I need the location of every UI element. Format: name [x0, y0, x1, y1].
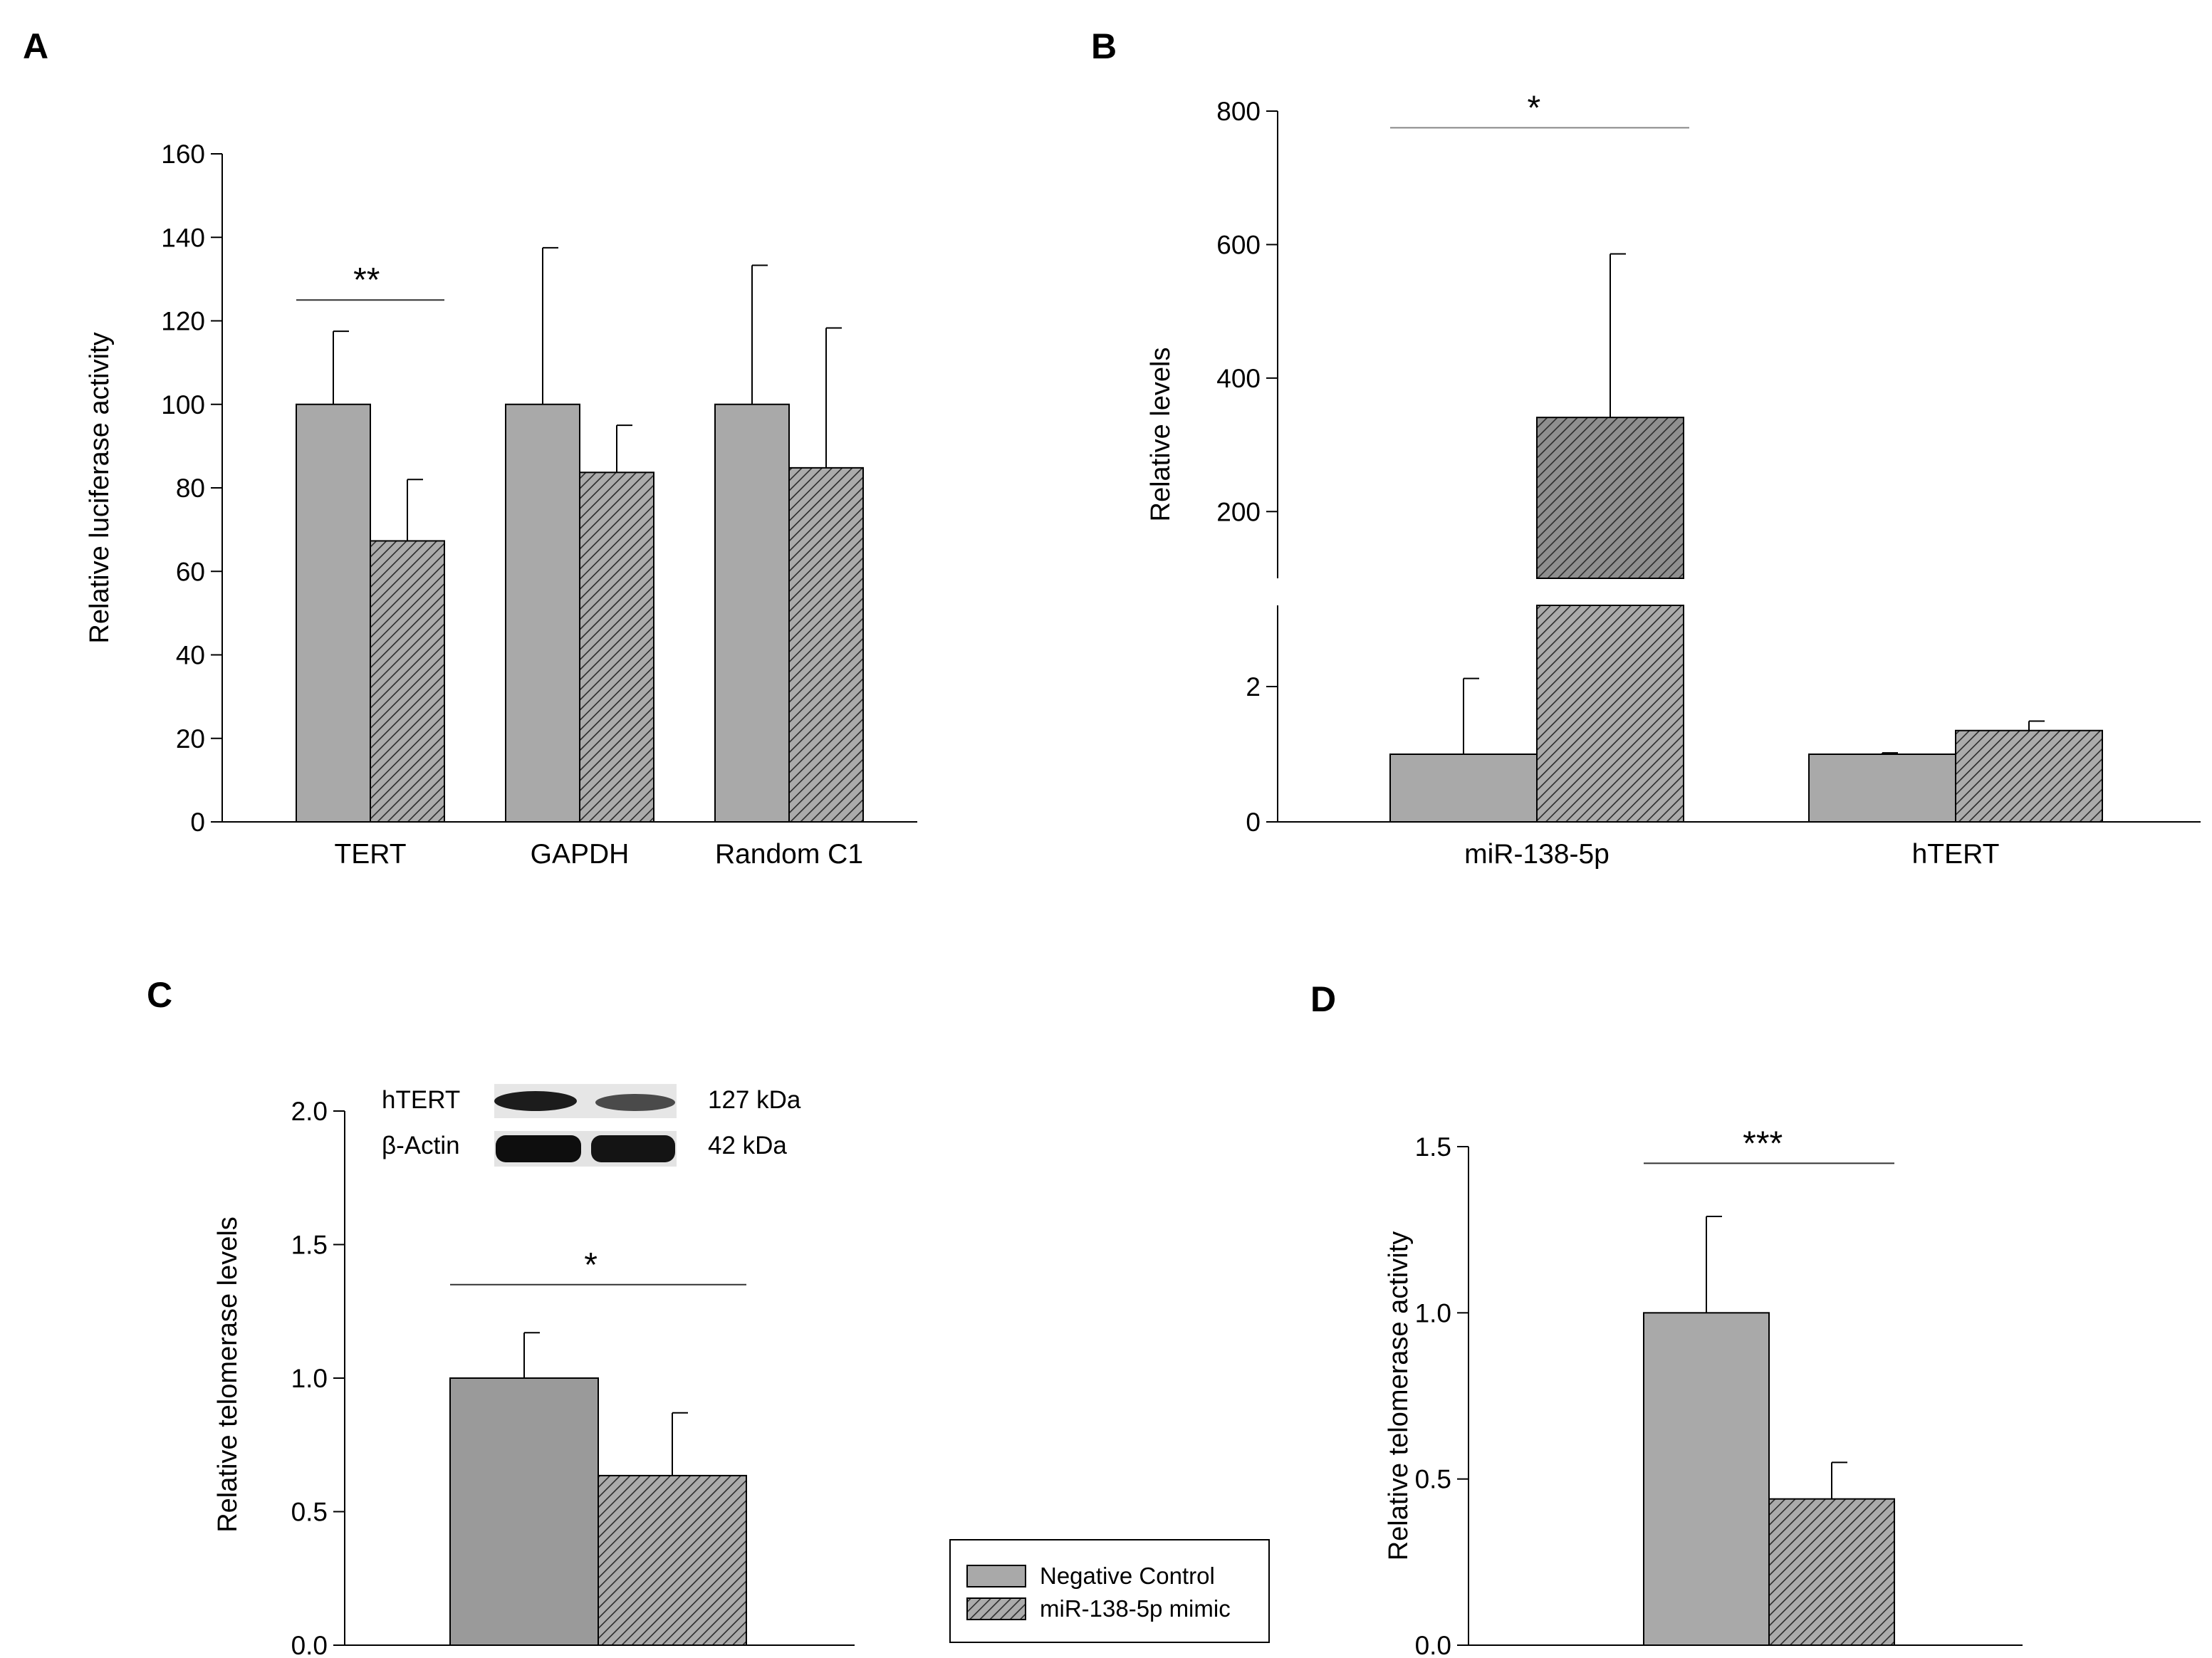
panel-b-bar-htert-control — [1808, 754, 1956, 823]
panel-b-y-tick-label: 200 — [1216, 497, 1261, 526]
panel-c-y-tick-label: 0.5 — [291, 1498, 328, 1527]
panel-c-y-tick-label: 0.0 — [291, 1631, 328, 1658]
panel-a-category-label: GAPDH — [531, 839, 630, 870]
panel-b-y-tick-label: 600 — [1216, 230, 1261, 259]
blot-band-actin-control — [496, 1135, 581, 1162]
panel-a-bar-tert-control — [296, 403, 371, 823]
blot-size-htert: 127 kDa — [708, 1086, 801, 1114]
panel-d-y-axis-label: Relative telomerase activity — [1384, 1231, 1414, 1561]
panel-a-y-tick-label: 20 — [176, 724, 205, 754]
panel-d-y-tick-label: 0.0 — [1415, 1631, 1451, 1658]
panel-letter-d: D — [1310, 979, 1336, 1019]
panel-a-category-label: Random C1 — [715, 839, 863, 870]
western-blot-inset: hTERT β-Actin 127 kDa 42 kDa — [382, 1084, 801, 1167]
blot-band-htert-control — [494, 1091, 577, 1111]
panel-b-category-label: hTERT — [1912, 839, 2000, 870]
blot-label-actin: β-Actin — [382, 1132, 460, 1159]
panel-a-y-tick-label: 40 — [176, 641, 205, 670]
blot-size-actin: 42 kDa — [708, 1132, 787, 1159]
panel-b-y-tick-label: 400 — [1216, 364, 1261, 393]
panel-a-bar-random-c1-mimic — [788, 466, 864, 823]
panel-c-y-axis-label: Relative telomerase levels — [213, 1216, 243, 1533]
panel-c-y-tick-label: 1.0 — [291, 1364, 328, 1393]
chart-panel-b: 200 400 600 800 0 2 Relative levels miR-138-5p h… — [1146, 89, 2201, 870]
panel-b-bar-mir-138-5p-control — [1389, 754, 1538, 823]
panel-b-y-tick-label: 0 — [1246, 808, 1261, 837]
panel-b-bar-mir-138-5p-mimic-lower — [1536, 605, 1684, 823]
chart-panel-d: 0.0 0.5 1.0 1.5 Relative telomerase activity… — [1384, 1125, 2023, 1658]
blot-label-htert: hTERT — [382, 1086, 460, 1114]
panel-a-y-tick-label: 0 — [190, 808, 205, 837]
panel-c-significance-label: * — [584, 1246, 598, 1284]
panel-b-bar-mir-138-5p-mimic-upper — [1536, 417, 1684, 579]
panel-a-bar-tert-mimic — [370, 540, 445, 823]
panel-d-significance-label: *** — [1743, 1125, 1783, 1162]
legend-label-control: Negative Control — [1040, 1563, 1215, 1589]
panel-a-y-tick-label: 120 — [161, 307, 205, 336]
panel-b-y-axis-label: Relative levels — [1146, 348, 1176, 522]
blot-band-htert-mimic — [595, 1094, 675, 1111]
panel-a-significance-label: ** — [353, 261, 380, 299]
legend-swatch-control — [966, 1565, 1026, 1587]
panel-a-bar-gapdh-control — [505, 403, 580, 823]
panel-b-y-tick-label: 2 — [1246, 672, 1261, 702]
panel-c-y-tick-label: 2.0 — [291, 1097, 328, 1126]
panel-d-bar-group-mimic — [1768, 1498, 1895, 1647]
panel-a-y-tick-label: 140 — [161, 223, 205, 252]
panel-b-category-label: miR-138-5p — [1464, 839, 1610, 870]
legend-frame — [949, 1539, 1270, 1643]
panel-d-y-tick-label: 1.0 — [1415, 1298, 1451, 1328]
panel-a-y-tick-label: 80 — [176, 474, 205, 503]
panel-a-y-axis-label: Relative luciferase activity — [85, 332, 115, 643]
panel-d-bar-group-control — [1643, 1312, 1770, 1647]
panel-d-y-tick-label: 0.5 — [1415, 1465, 1451, 1494]
blot-band-actin-mimic — [591, 1135, 675, 1162]
panel-letter-a: A — [23, 26, 48, 66]
chart-panel-c: 0.0 0.5 1.0 1.5 2.0 Relative telomerase level… — [213, 1097, 855, 1658]
legend-swatch-mimic — [966, 1597, 1026, 1620]
legend: Negative Control miR-138-5p mimic — [949, 1539, 1270, 1643]
panel-a-bar-gapdh-mimic — [579, 471, 654, 823]
panel-letter-b: B — [1091, 26, 1117, 66]
panel-letter-c: C — [147, 975, 172, 1015]
panel-c-y-tick-label: 1.5 — [291, 1231, 328, 1260]
panel-b-y-tick-label: 800 — [1216, 97, 1261, 126]
panel-a-bar-random-c1-control — [714, 403, 790, 823]
panel-a-y-tick-label: 60 — [176, 557, 205, 586]
panel-d-y-tick-label: 1.5 — [1415, 1132, 1451, 1162]
panel-a-y-tick-label: 100 — [161, 390, 205, 419]
panel-c-bar-group-control — [449, 1377, 599, 1646]
panel-b-significance-label: * — [1528, 89, 1541, 127]
panel-a-y-tick-label: 160 — [161, 140, 205, 169]
panel-c-bar-group-mimic — [598, 1474, 747, 1646]
chart-panel-a: 0 20 40 60 80 100 120 140 160 Relative luciferase… — [85, 140, 917, 870]
legend-label-mimic: miR-138-5p mimic — [1040, 1595, 1231, 1622]
panel-a-category-label: TERT — [334, 839, 406, 870]
panel-b-bar-htert-mimic — [1955, 729, 2103, 823]
